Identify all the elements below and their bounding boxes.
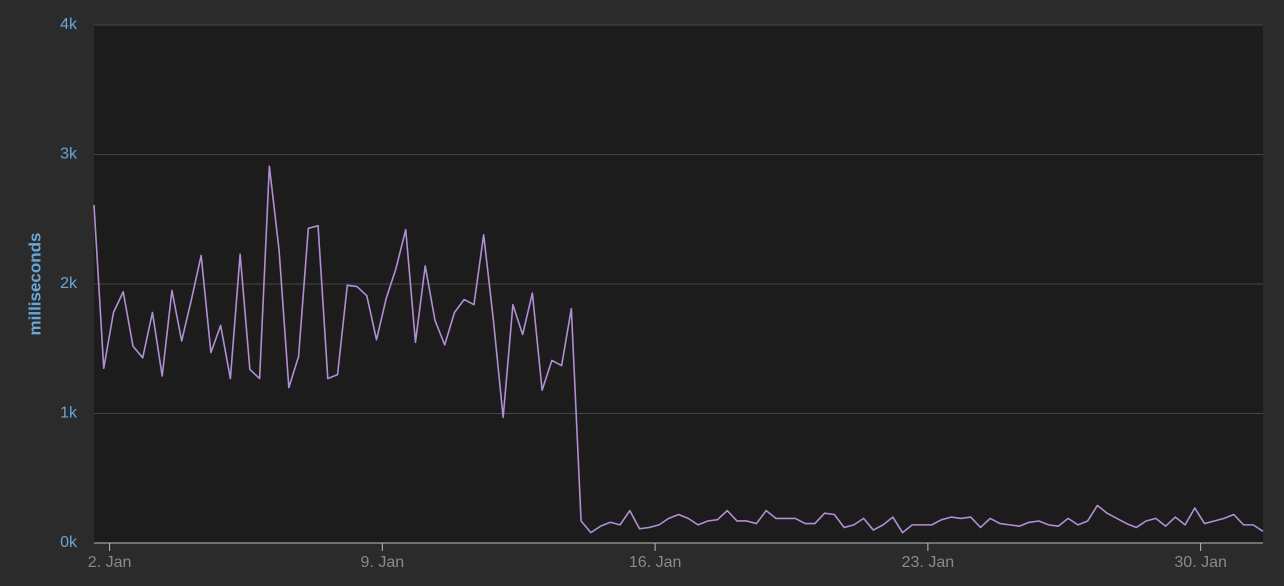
x-tick-label: 23. Jan [902,554,954,571]
y-tick-label: 2k [60,275,78,292]
y-tick-label: 0k [60,534,78,551]
y-tick-label: 4k [60,16,78,33]
x-tick-label: 30. Jan [1174,554,1226,571]
y-tick-label: 3k [60,146,78,163]
y-axis-label: milliseconds [25,233,44,336]
y-tick-label: 1k [60,405,78,422]
data-line [93,165,1264,534]
x-tick-label: 16. Jan [629,554,681,571]
x-tick-label: 2. Jan [88,554,132,571]
x-tick-label: 9. Jan [361,554,405,571]
